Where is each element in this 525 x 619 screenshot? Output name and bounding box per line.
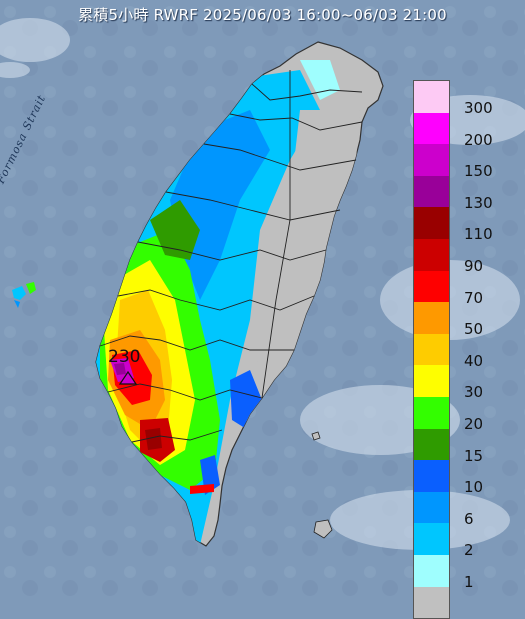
legend-swatch: [414, 175, 449, 208]
legend-label: 300: [464, 99, 493, 117]
orchid-island: [313, 519, 333, 539]
legend-label: 150: [464, 162, 493, 181]
legend-swatch: [414, 302, 449, 334]
legend-swatch: [414, 333, 449, 366]
legend-swatch: [414, 460, 449, 492]
legend-swatch: [414, 491, 449, 524]
legend-label: 130: [464, 193, 493, 212]
county-borders: [99, 70, 363, 443]
legend-swatch: [414, 144, 449, 176]
map-title: 累積5小時 RWRF 2025/06/03 16:00~06/03 21:00: [78, 6, 447, 24]
color-legend: [413, 80, 450, 619]
legend-swatch: [414, 238, 449, 271]
legend-swatch: [414, 523, 449, 555]
legend-label: 110: [464, 225, 493, 244]
legend-label: 50: [464, 320, 484, 339]
legend-swatch: [414, 586, 449, 619]
legend-label: 40: [464, 351, 484, 370]
peak-triangle-marker: [118, 370, 138, 385]
legend-label: 2: [464, 541, 474, 560]
legend-label: 30: [464, 383, 484, 402]
legend-label: 10: [464, 478, 484, 497]
legend-swatch: [414, 554, 449, 587]
legend-label: 70: [464, 288, 484, 307]
legend-label: 200: [464, 130, 493, 149]
penghu-islands: [12, 282, 36, 308]
legend-label: 15: [464, 446, 484, 465]
legend-swatch: [414, 428, 449, 461]
legend-swatch: [414, 81, 449, 113]
legend-label: 1: [464, 572, 474, 591]
legend-swatch: [414, 270, 449, 303]
legend-swatch: [414, 396, 449, 429]
green-island: [311, 431, 321, 441]
legend-labels: 300 200 150 130 110 90 70 50 40 30 20 15 10 6 2 1: [464, 80, 514, 617]
legend-label: 20: [464, 414, 484, 433]
legend-label: 6: [464, 509, 474, 528]
legend-swatch: [414, 207, 449, 239]
peak-rainfall-label: 230: [108, 347, 141, 367]
legend-swatch: [414, 365, 449, 397]
legend-swatch: [414, 112, 449, 145]
